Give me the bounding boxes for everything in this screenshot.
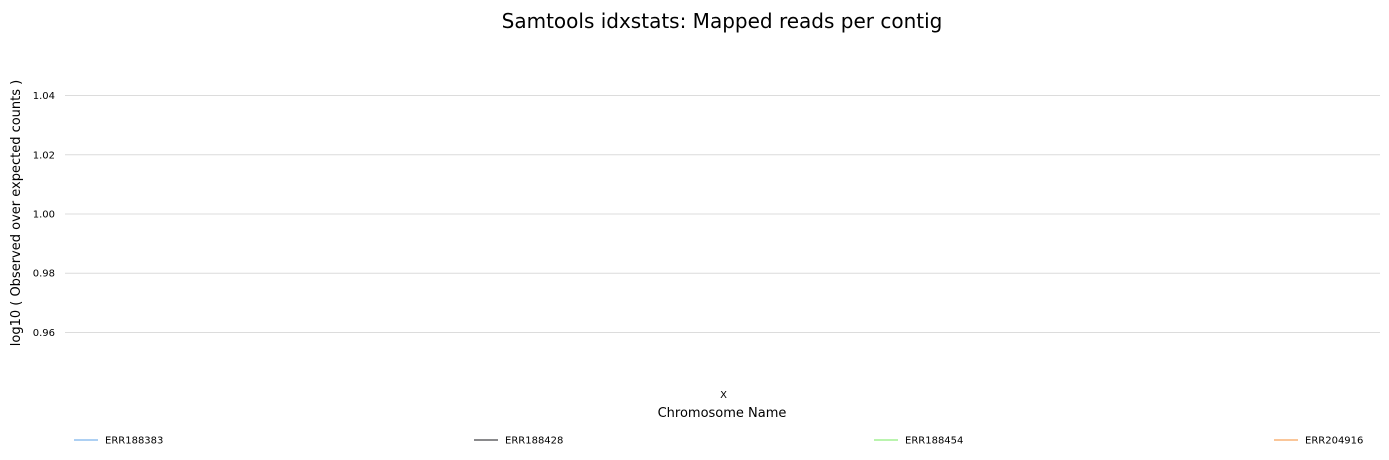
x-axis-ticks: X bbox=[720, 390, 727, 401]
legend-item[interactable]: ERR188383 bbox=[74, 436, 163, 447]
x-tick-label: X bbox=[720, 390, 727, 401]
legend-item[interactable]: ERR188454 bbox=[874, 436, 963, 447]
gridlines bbox=[65, 95, 1380, 333]
y-axis-ticks: 0.96 0.98 1.00 1.02 1.04 bbox=[33, 91, 55, 339]
x-axis-label: Chromosome Name bbox=[658, 406, 787, 421]
legend-label: ERR188454 bbox=[905, 436, 963, 447]
y-tick-label: 0.96 bbox=[33, 328, 55, 339]
y-tick-label: 0.98 bbox=[33, 269, 55, 280]
legend-label: ERR204916 bbox=[1305, 436, 1363, 447]
y-tick-label: 1.02 bbox=[33, 150, 55, 161]
chart-title: Samtools idxstats: Mapped reads per cont… bbox=[502, 9, 943, 33]
legend-item[interactable]: ERR204916 bbox=[1274, 436, 1363, 447]
legend: ERR188383 ERR188428 ERR188454 ERR204916 bbox=[74, 436, 1363, 447]
y-tick-label: 1.04 bbox=[33, 91, 55, 102]
y-tick-label: 1.00 bbox=[33, 210, 55, 221]
legend-label: ERR188383 bbox=[105, 436, 163, 447]
legend-item[interactable]: ERR188428 bbox=[474, 436, 563, 447]
legend-label: ERR188428 bbox=[505, 436, 563, 447]
y-axis-label: log10 ( Observed over expected counts ) bbox=[9, 80, 24, 347]
